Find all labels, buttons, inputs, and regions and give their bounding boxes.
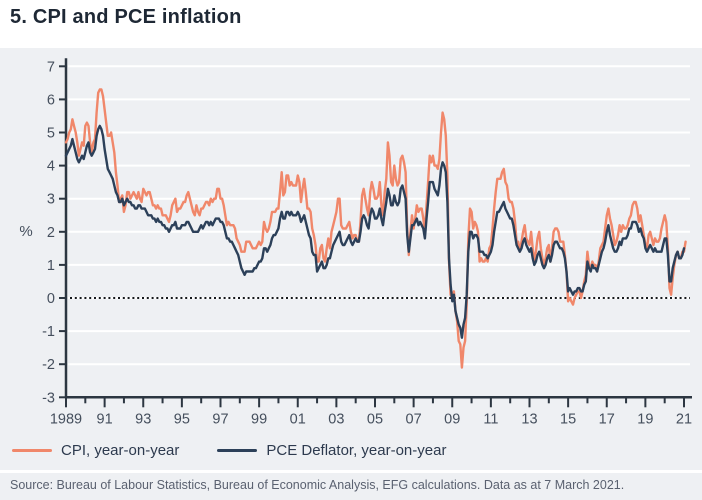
svg-text:03: 03: [328, 411, 344, 427]
svg-text:1989: 1989: [50, 411, 82, 427]
svg-text:13: 13: [521, 411, 537, 427]
legend-item-pce: PCE Deflator, year-on-year: [217, 442, 446, 459]
svg-text:97: 97: [212, 411, 228, 427]
pce-line-swatch-icon: [217, 448, 258, 452]
cpi-line-swatch-icon: [12, 448, 52, 452]
svg-text:1: 1: [47, 258, 55, 274]
svg-text:4: 4: [47, 159, 55, 175]
svg-text:05: 05: [367, 411, 383, 427]
svg-text:3: 3: [47, 192, 55, 208]
page-title: 5. CPI and PCE inflation: [10, 6, 242, 28]
svg-text:6: 6: [47, 92, 55, 108]
svg-text:-3: -3: [42, 390, 55, 406]
legend-label-cpi: CPI, year-on-year: [61, 441, 180, 459]
svg-text:99: 99: [251, 411, 267, 427]
source-separator-line: [0, 470, 702, 473]
svg-text:93: 93: [135, 411, 151, 427]
svg-text:15: 15: [560, 411, 576, 427]
chart-legend: CPI, year-on-year PCE Deflator, year-on-…: [12, 438, 484, 462]
svg-text:19: 19: [637, 411, 653, 427]
svg-text:-2: -2: [42, 357, 55, 373]
legend-label-pce: PCE Deflator, year-on-year: [266, 441, 447, 459]
svg-text:0: 0: [47, 291, 55, 307]
svg-text:01: 01: [290, 411, 306, 427]
svg-text:11: 11: [483, 411, 498, 427]
svg-text:17: 17: [599, 411, 615, 427]
source-note: Source: Bureau of Labour Statistics, Bur…: [10, 478, 625, 492]
svg-text:%: %: [19, 223, 32, 240]
legend-item-cpi: CPI, year-on-year: [12, 442, 179, 459]
svg-text:09: 09: [444, 411, 460, 427]
svg-text:7: 7: [47, 59, 55, 75]
svg-text:95: 95: [174, 411, 190, 427]
svg-text:-1: -1: [42, 324, 55, 340]
svg-text:5: 5: [47, 126, 55, 142]
chart-panel: 7 6 5 4 3 2 1 0 -1 -2 -3% 1989 91 93 95 97 99 01 03 05 07 09 1…: [0, 48, 702, 500]
svg-text:2: 2: [47, 225, 55, 241]
svg-text:91: 91: [97, 411, 113, 427]
svg-text:21: 21: [676, 411, 692, 427]
svg-text:07: 07: [406, 411, 422, 427]
